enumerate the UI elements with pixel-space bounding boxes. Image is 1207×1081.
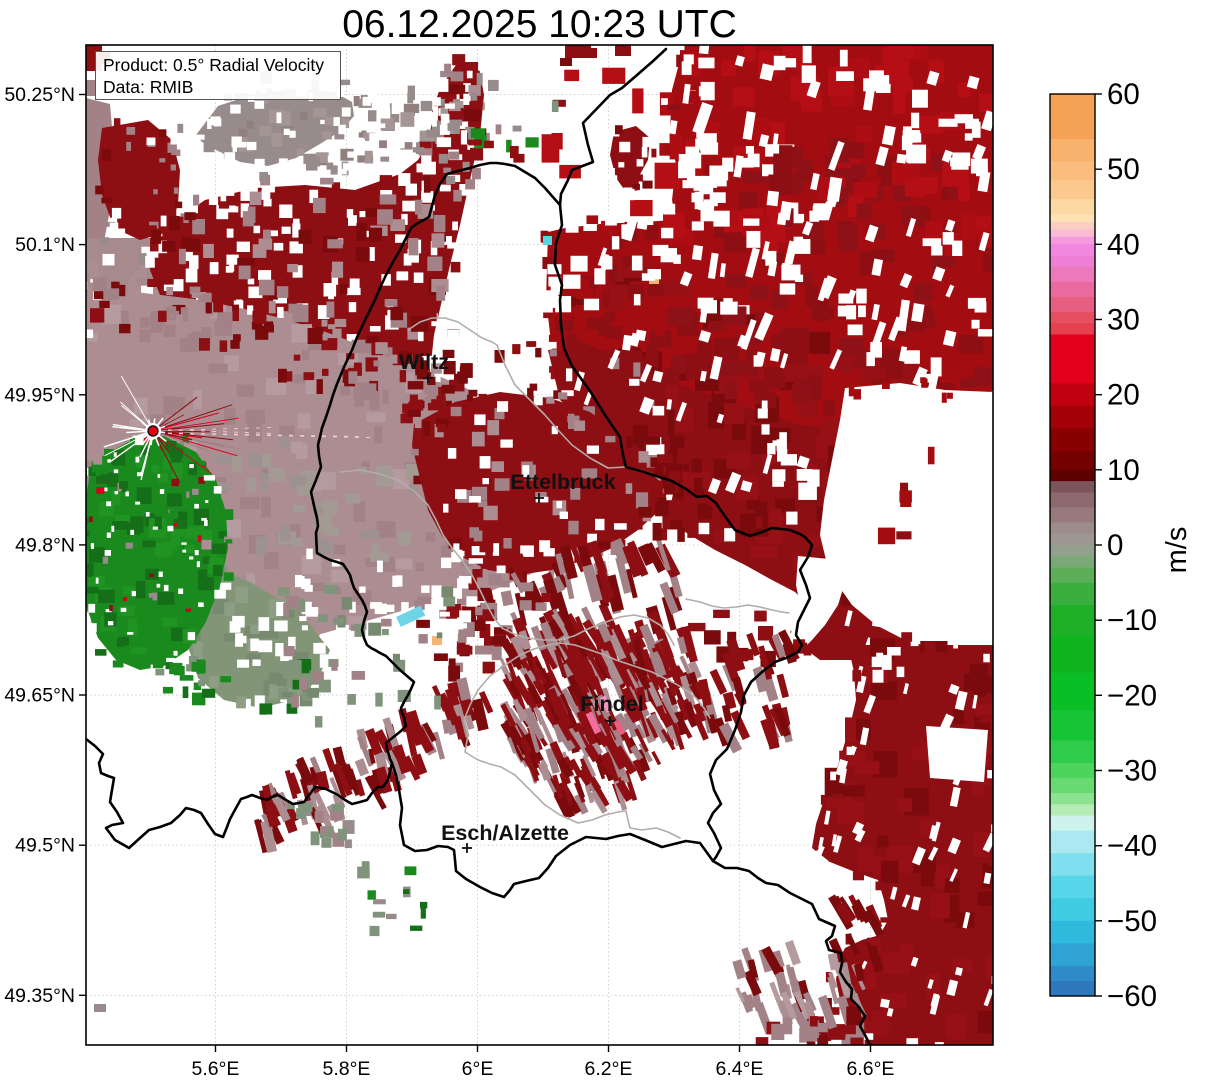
svg-text:40: 40 [1107, 228, 1140, 261]
svg-text:Ettelbruck: Ettelbruck [510, 470, 615, 494]
svg-text:6.4°E: 6.4°E [716, 1058, 764, 1080]
svg-text:Wiltz: Wiltz [399, 350, 449, 374]
svg-text:−10: −10 [1107, 604, 1157, 637]
svg-text:49.95°N: 49.95°N [4, 384, 75, 406]
svg-text:10: 10 [1107, 454, 1140, 487]
svg-text:50: 50 [1107, 153, 1140, 186]
svg-text:49.35°N: 49.35°N [4, 985, 75, 1007]
svg-text:50.1°N: 50.1°N [15, 234, 75, 256]
svg-text:20: 20 [1107, 379, 1140, 412]
svg-text:60: 60 [1107, 78, 1140, 111]
svg-text:49.65°N: 49.65°N [4, 685, 75, 707]
svg-text:−50: −50 [1107, 905, 1157, 938]
svg-text:5.8°E: 5.8°E [323, 1058, 371, 1080]
svg-text:−20: −20 [1107, 679, 1157, 712]
svg-text:50.25°N: 50.25°N [4, 84, 75, 106]
svg-text:30: 30 [1107, 304, 1140, 337]
svg-text:−40: −40 [1107, 830, 1157, 863]
svg-text:0: 0 [1107, 529, 1123, 562]
svg-text:m/s: m/s [1161, 527, 1193, 574]
svg-text:6.6°E: 6.6°E [847, 1058, 895, 1080]
svg-text:Data: RMIB: Data: RMIB [103, 77, 193, 97]
svg-text:Product: 0.5° Radial Velocity: Product: 0.5° Radial Velocity [103, 55, 324, 75]
svg-text:06.12.2025 10:23 UTC: 06.12.2025 10:23 UTC [342, 3, 737, 46]
svg-text:Findel: Findel [580, 692, 643, 716]
svg-text:5.6°E: 5.6°E [192, 1058, 240, 1080]
svg-text:6.2°E: 6.2°E [585, 1058, 633, 1080]
svg-text:49.8°N: 49.8°N [15, 534, 75, 556]
svg-text:6°E: 6°E [462, 1058, 494, 1080]
svg-text:−30: −30 [1107, 755, 1157, 788]
svg-text:Esch/Alzette: Esch/Alzette [441, 821, 569, 845]
svg-text:49.5°N: 49.5°N [15, 835, 75, 857]
svg-text:−60: −60 [1107, 980, 1157, 1013]
